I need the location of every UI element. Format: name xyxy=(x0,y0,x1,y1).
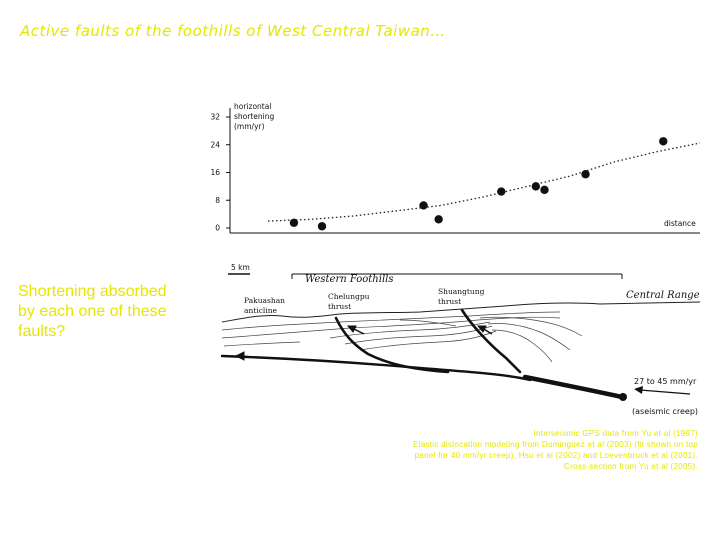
creep-label: (aseismic creep) xyxy=(632,407,698,416)
creep-rate-label: 27 to 45 mm/yr xyxy=(634,377,697,386)
gps-point xyxy=(434,215,443,224)
pakuashan-label: anticline xyxy=(244,306,278,315)
y-axis-label: horizontal shortening (mm/yr) xyxy=(234,102,274,131)
gps-point xyxy=(497,187,506,196)
gps-point xyxy=(659,137,668,146)
slide-title: Active faults of the foothills of West C… xyxy=(20,22,446,40)
gps-shortening-chart: 0 8 16 24 32 horizontal shortening (mm/yr) d… xyxy=(210,102,701,234)
creep-rate-arrow xyxy=(639,389,691,395)
question-line: by each one of these xyxy=(18,303,167,320)
y-tick-label: 24 xyxy=(210,140,220,149)
x-axis-label: distance xyxy=(664,219,696,228)
slip-arrow-head xyxy=(476,325,487,333)
basal-decollement xyxy=(220,354,532,382)
credit-line: Cross-section from Yu et al (2005). xyxy=(564,462,698,471)
chelungpu-label: Chelungpu xyxy=(328,292,370,301)
y-tick-label: 0 xyxy=(215,224,220,233)
gps-point xyxy=(419,201,428,210)
credit-line: Elastic dislocation modeling from Doming… xyxy=(413,440,698,449)
shuangtung-label: thrust xyxy=(438,297,461,306)
slip-arrow-head xyxy=(346,325,357,333)
central-range-label: Central Range xyxy=(626,290,700,301)
gps-point xyxy=(531,182,541,191)
gps-point xyxy=(289,218,299,227)
gps-point xyxy=(581,170,590,179)
gps-point xyxy=(317,222,327,231)
creep-rate-arrow-head xyxy=(634,386,643,394)
topographic-surface xyxy=(221,301,701,323)
y-axis-label-line: (mm/yr) xyxy=(234,122,265,131)
gps-point xyxy=(540,185,549,195)
shuangtung-label: Shuangtung xyxy=(438,287,485,296)
credits: Interseismic GPS data from Yu et al (199… xyxy=(378,428,698,472)
y-axis-label-line: shortening xyxy=(234,112,274,121)
question-line: faults? xyxy=(18,323,66,340)
credit-line: panel for 40 mm/yr creep), Hsu et al (20… xyxy=(414,451,698,460)
y-ticks: 0 8 16 24 32 xyxy=(210,113,230,233)
y-tick-label: 8 xyxy=(215,196,220,205)
question-text: Shortening absorbed by each one of these… xyxy=(18,282,198,342)
fault-traces xyxy=(220,308,625,400)
stratum-line xyxy=(223,341,301,347)
stratum-line xyxy=(221,311,561,331)
y-tick-label: 16 xyxy=(210,168,220,177)
stratum-line xyxy=(399,319,457,327)
stratum-line xyxy=(344,325,493,345)
basal-decollement-deep xyxy=(522,374,625,400)
strata-layers xyxy=(221,311,583,363)
stratum-line xyxy=(479,316,583,337)
y-tick-label: 32 xyxy=(210,113,220,122)
slip-arrows xyxy=(234,325,493,361)
stratum-line xyxy=(221,316,561,339)
y-axis-label-line: horizontal xyxy=(234,102,271,111)
scale-label: 5 km xyxy=(231,263,250,272)
model-fit-curve xyxy=(267,142,701,222)
slip-arrow-head xyxy=(234,351,245,361)
chelungpu-fault xyxy=(334,316,450,374)
chelungpu-label: thrust xyxy=(328,302,351,311)
shuangtung-fault xyxy=(460,308,522,374)
gps-points xyxy=(289,137,668,231)
decollement-tip xyxy=(619,393,627,401)
stratum-line xyxy=(487,323,571,351)
question-line: Shortening absorbed xyxy=(18,283,167,300)
stratum-line xyxy=(491,329,553,363)
stratum-line xyxy=(329,321,491,339)
stratum-line xyxy=(359,330,497,351)
pakuashan-label: Pakuashan xyxy=(244,296,285,305)
cross-section: 5 km Western Foothills Pakuashan anticli… xyxy=(220,263,701,416)
credit-line: Interseismic GPS data from Yu et al (199… xyxy=(533,429,698,438)
region-label: Western Foothills xyxy=(305,274,393,285)
